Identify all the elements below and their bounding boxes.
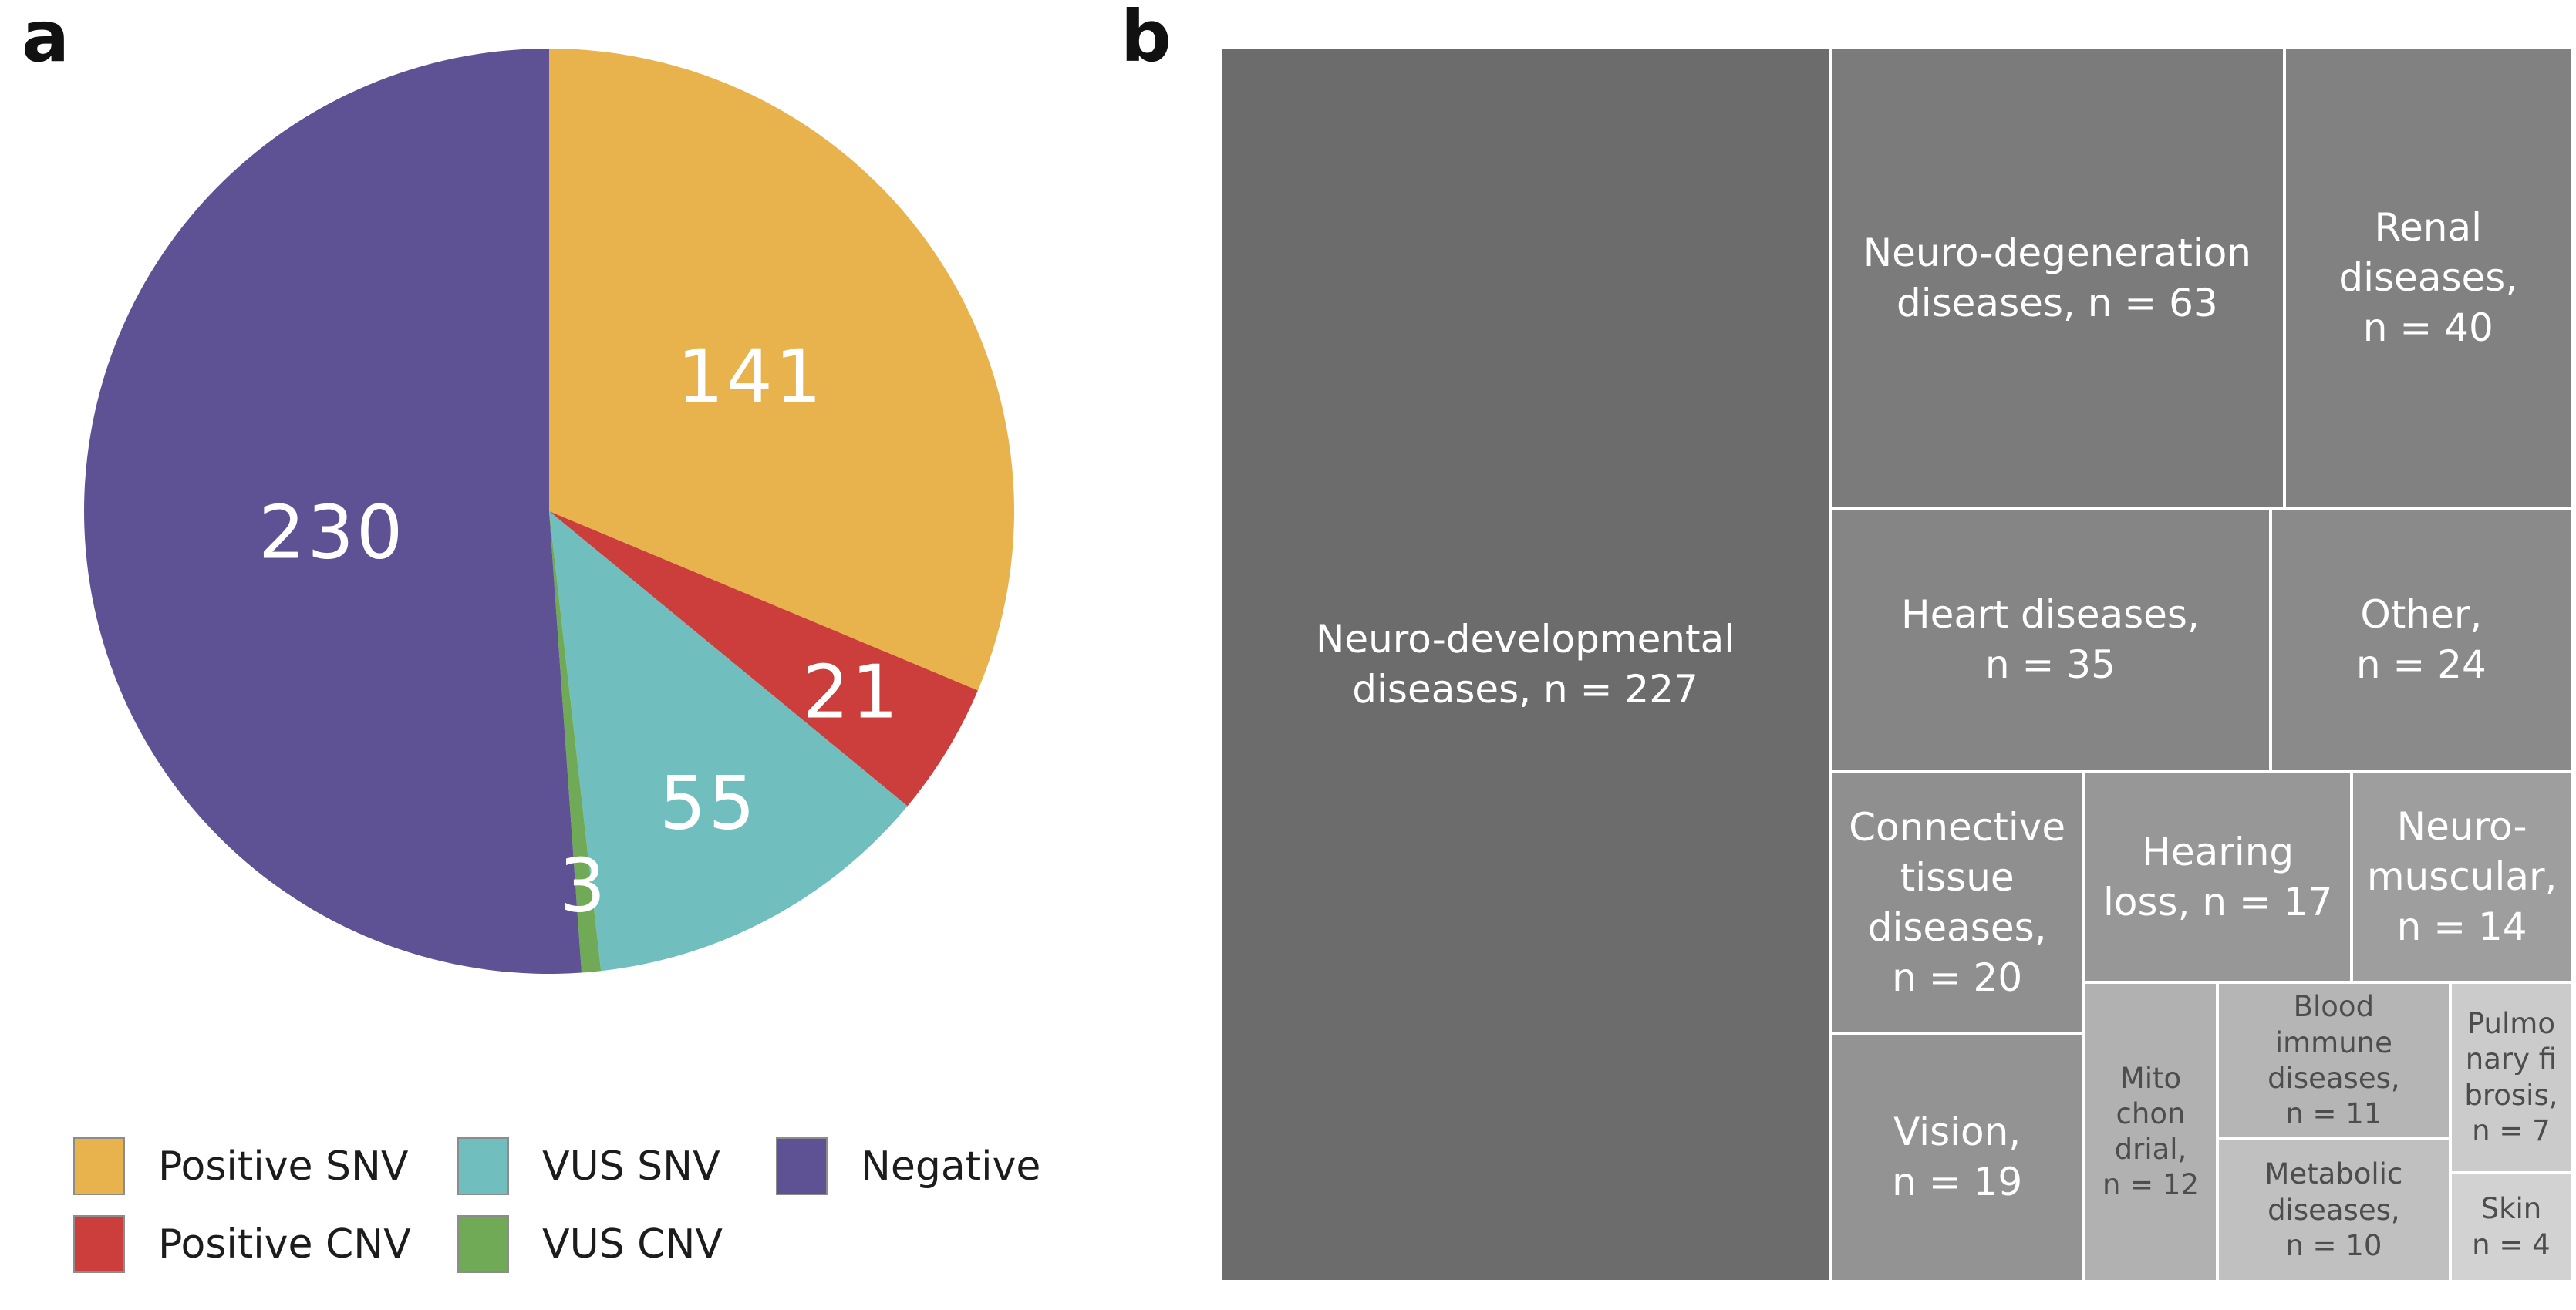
treemap-block-renal: Renal diseases, n = 40	[2284, 48, 2572, 509]
legend-label: Positive CNV	[158, 1221, 411, 1268]
treemap-block-blood-immune: Blood immune diseases, n = 11	[2217, 982, 2450, 1140]
pie-svg	[84, 49, 1014, 974]
legend-item-positive-snv: Positive SNV	[73, 1136, 408, 1197]
treemap-block-label: Hearing loss, n = 17	[2103, 829, 2333, 924]
legend-swatch-positive-cnv	[73, 1215, 125, 1273]
treemap-block-heart: Heart diseases, n = 35	[1830, 508, 2271, 773]
treemap-block-label: Pulmo nary fi brosis, n = 7	[2464, 1007, 2558, 1147]
legend-label: Positive SNV	[158, 1143, 409, 1190]
treemap-block-label: Other, n = 24	[2355, 592, 2487, 688]
legend-item-positive-cnv: Positive CNV	[73, 1214, 411, 1275]
treemap-block-label: Heart diseases, n = 35	[1900, 592, 2200, 688]
treemap-block-mitochondrial: Mito chon drial, n = 12	[2084, 982, 2217, 1281]
treemap-block-label: Connective tissue diseases, n = 20	[1849, 804, 2066, 1000]
treemap-block-label: Neuro- muscular, n = 14	[2366, 804, 2557, 950]
treemap-block-label: Neuro-degeneration diseases, n = 63	[1863, 230, 2251, 325]
treemap-block-neuro-developmental: Neuro-developmental diseases, n = 227	[1220, 48, 1831, 1281]
pie-value-label: 230	[258, 490, 406, 576]
legend-label: VUS CNV	[542, 1221, 723, 1268]
legend-label: VUS SNV	[542, 1143, 720, 1190]
treemap-block-label: Mito chon drial, n = 12	[2102, 1061, 2200, 1202]
legend-swatch-positive-snv	[73, 1137, 125, 1195]
pie-slice-positive-snv	[549, 49, 1014, 691]
treemap-block-metabolic: Metabolic diseases, n = 10	[2217, 1139, 2450, 1281]
pie-slice-negative	[84, 49, 582, 974]
pie-value-label: 55	[659, 761, 757, 847]
treemap-block-connective-tissue: Connective tissue diseases, n = 20	[1830, 772, 2085, 1034]
pie-slice-vus-cnv	[549, 511, 602, 973]
pie-value-label: 21	[802, 650, 901, 736]
treemap-block-label: Vision, n = 19	[1892, 1110, 2023, 1205]
treemap-block-neuro-muscular: Neuro- muscular, n = 14	[2352, 772, 2572, 983]
treemap-block-vision: Vision, n = 19	[1830, 1033, 2085, 1281]
treemap-block-label: Neuro-developmental diseases, n = 227	[1315, 617, 1735, 712]
panel-b-label: b	[1121, 0, 1172, 78]
legend-item-vus-cnv: VUS CNV	[457, 1214, 723, 1275]
legend-label: Negative	[861, 1143, 1041, 1190]
treemap-block-label: Blood immune diseases, n = 11	[2267, 990, 2400, 1131]
treemap-block-label: Metabolic diseases, n = 10	[2264, 1157, 2403, 1262]
treemap-block-pulmonary-fibrosis: Pulmo nary fi brosis, n = 7	[2450, 982, 2572, 1174]
pie-slice-vus-snv	[549, 511, 908, 972]
panel-a-label: a	[22, 0, 70, 78]
legend-item-negative: Negative	[776, 1136, 1040, 1197]
legend-swatch-vus-snv	[457, 1137, 509, 1195]
pie-slice-positive-cnv	[549, 511, 978, 807]
treemap-block-hearing-loss: Hearing loss, n = 17	[2084, 772, 2352, 983]
treemap-block-neuro-degeneration: Neuro-degeneration diseases, n = 63	[1830, 48, 2284, 509]
pie-chart: 141 21 55 3 230	[84, 49, 1014, 974]
legend-swatch-vus-cnv	[457, 1215, 509, 1273]
treemap-chart: Neuro-developmental diseases, n = 227 Ne…	[1220, 48, 2572, 1281]
pie-value-label: 3	[558, 844, 609, 929]
pie-value-label: 141	[676, 335, 824, 420]
legend-item-vus-snv: VUS SNV	[457, 1136, 720, 1197]
legend-swatch-negative	[776, 1137, 828, 1195]
treemap-block-skin: Skin n = 4	[2450, 1173, 2572, 1281]
treemap-block-other: Other, n = 24	[2270, 508, 2572, 773]
treemap-block-label: Skin n = 4	[2472, 1192, 2551, 1261]
treemap-block-label: Renal diseases, n = 40	[2338, 205, 2518, 351]
